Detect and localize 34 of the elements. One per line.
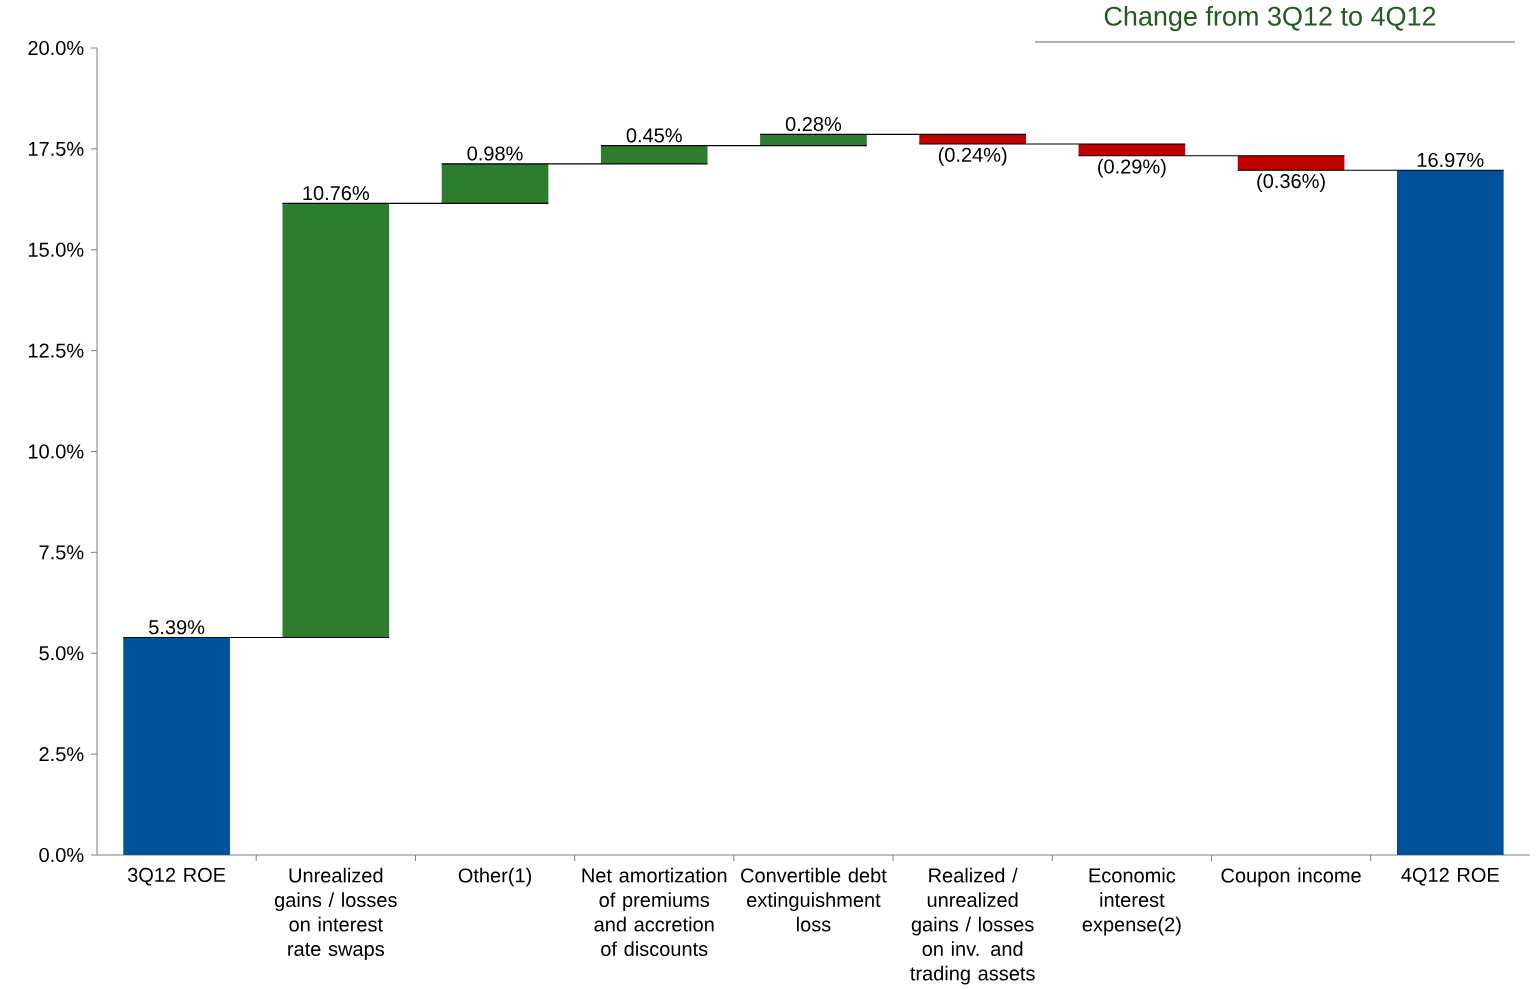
data-label: 5.39%	[149, 620, 205, 635]
y-tick-label: 5.0%	[39, 646, 84, 661]
x-tick-label: Coupon income	[1221, 867, 1361, 887]
bar	[1396, 170, 1504, 855]
data-label: (0.24%)	[938, 147, 1007, 166]
y-tick-label: 10.0%	[28, 444, 84, 459]
data-label: (0.29%)	[1098, 158, 1166, 178]
y-tick-label: 7.5%	[39, 545, 84, 560]
x-tick-label: Other(1)	[458, 867, 532, 887]
x-tick-label: Unrealized gains / losses on interest rate swaps	[274, 867, 397, 961]
y-tick-label: 12.5%	[28, 343, 84, 358]
bar	[600, 145, 708, 164]
y-tick-label: 0.0%	[39, 847, 84, 863]
y-tick-label: 17.5%	[28, 141, 84, 156]
data-label: (0.36%)	[1257, 173, 1325, 193]
x-tick-label: Realized / unrealized gains / losses on inv. and trading assets	[910, 867, 1035, 985]
bar	[1237, 155, 1345, 171]
data-label: 0.45%	[626, 128, 682, 143]
bar	[282, 203, 390, 638]
data-label: 0.98%	[467, 146, 523, 161]
x-tick-label: 4Q12 ROE	[1401, 867, 1499, 886]
x-tick-label: 3Q12 ROE	[127, 867, 226, 886]
data-label: 0.28%	[785, 116, 842, 132]
x-tick-label: Economic interest expense(2)	[1082, 867, 1181, 936]
x-tick-label: Net amortization of premiums and accretion of discounts	[582, 867, 727, 957]
y-tick-label: 20.0%	[28, 40, 84, 56]
bar	[441, 163, 549, 204]
x-tick-label: Convertible debt extinguishment loss	[741, 867, 887, 932]
y-tick-label: 2.5%	[39, 747, 84, 762]
data-label: 10.76%	[303, 185, 370, 201]
chart-title: Change from 3Q12 to 4Q12	[1104, 5, 1436, 32]
y-tick-label: 15.0%	[28, 242, 84, 257]
bar	[123, 637, 230, 855]
data-label: 16.97%	[1417, 152, 1484, 168]
